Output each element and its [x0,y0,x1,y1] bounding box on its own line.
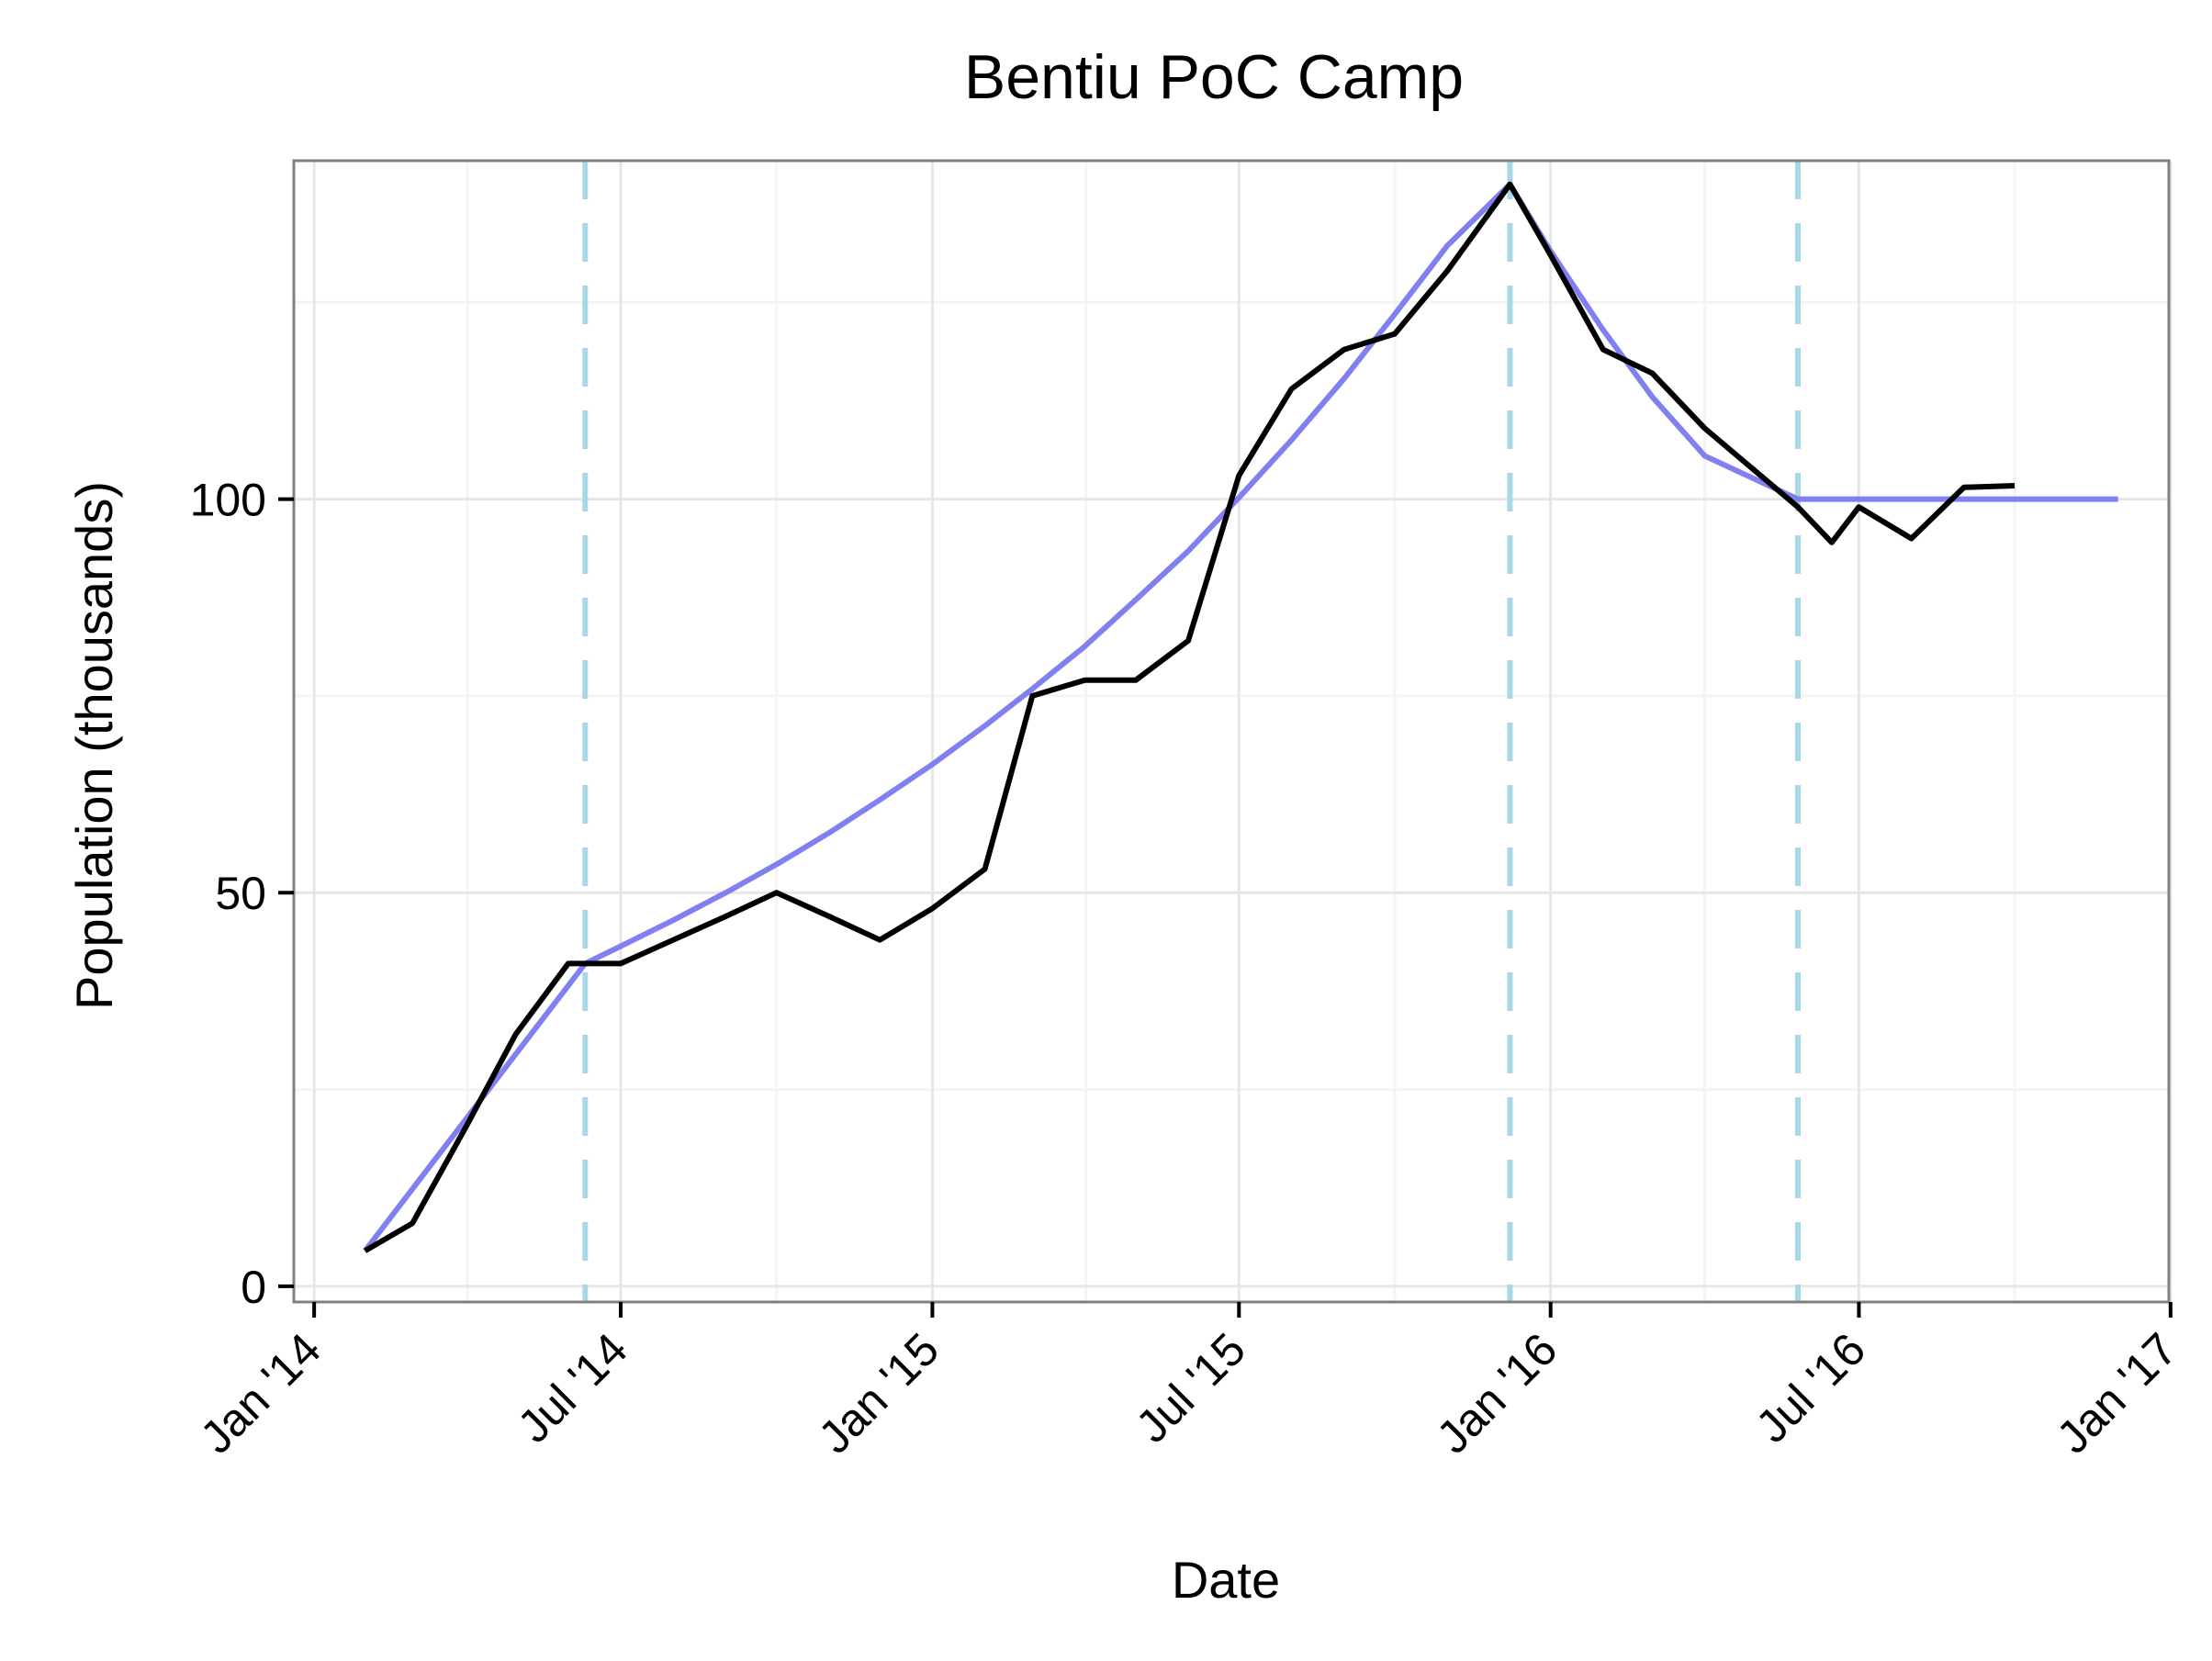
x-axis-label: Date [1172,1551,1280,1609]
y-axis-label: Population (thousands) [65,481,123,1010]
panel-border [292,159,2171,1304]
y-tick-label: 0 [241,1262,266,1313]
model-fit-line [363,181,2118,1253]
series-layer [363,181,2118,1253]
observed-population-line [363,181,2016,1253]
y-tick-label: 50 [215,868,266,919]
y-tick-label: 100 [190,475,266,526]
chart-title: Bentiu PoC Camp [964,42,1464,112]
